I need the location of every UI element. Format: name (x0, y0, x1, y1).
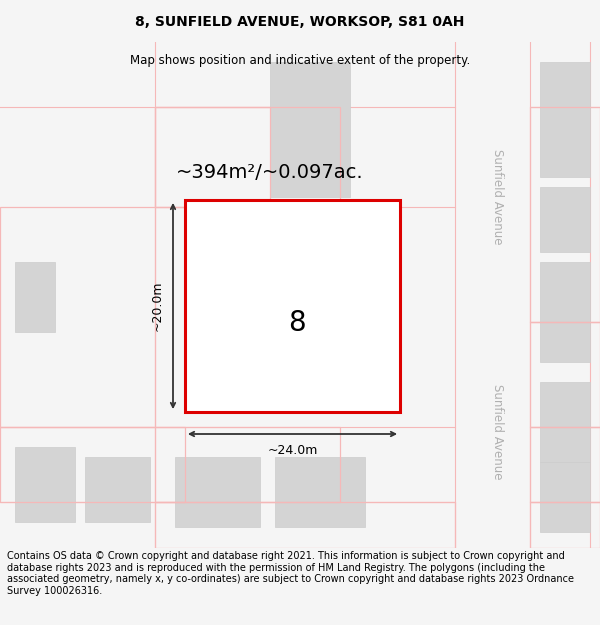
Bar (540, 187, 590, 252)
Text: 8: 8 (288, 309, 305, 337)
Bar (275, 457, 365, 527)
Bar (530, 107, 600, 322)
Bar (530, 427, 600, 502)
Bar (540, 262, 590, 362)
Bar (15, 447, 75, 522)
Bar (248, 267, 343, 397)
Bar (155, 427, 340, 502)
Text: Contains OS data © Crown copyright and database right 2021. This information is : Contains OS data © Crown copyright and d… (7, 551, 574, 596)
Text: ~394m²/~0.097ac.: ~394m²/~0.097ac. (176, 162, 364, 181)
Bar (530, 322, 600, 427)
Bar (540, 382, 590, 462)
Bar (155, 502, 455, 548)
Bar (0, 427, 185, 502)
Bar (175, 457, 260, 527)
Text: ~20.0m: ~20.0m (151, 281, 163, 331)
Bar (185, 200, 400, 412)
Text: ~24.0m: ~24.0m (268, 444, 317, 456)
Bar (540, 62, 590, 177)
Text: Sunfield Avenue: Sunfield Avenue (491, 384, 504, 480)
Bar (85, 457, 150, 522)
Bar (155, 107, 270, 207)
Text: Sunfield Avenue: Sunfield Avenue (491, 149, 504, 245)
Bar (270, 62, 350, 197)
Bar (15, 262, 55, 332)
Bar (540, 462, 590, 532)
Bar (155, 107, 340, 207)
Text: Map shows position and indicative extent of the property.: Map shows position and indicative extent… (130, 54, 470, 66)
Bar (530, 502, 600, 548)
Bar (0, 207, 155, 427)
Text: 8, SUNFIELD AVENUE, WORKSOP, S81 0AH: 8, SUNFIELD AVENUE, WORKSOP, S81 0AH (136, 14, 464, 29)
